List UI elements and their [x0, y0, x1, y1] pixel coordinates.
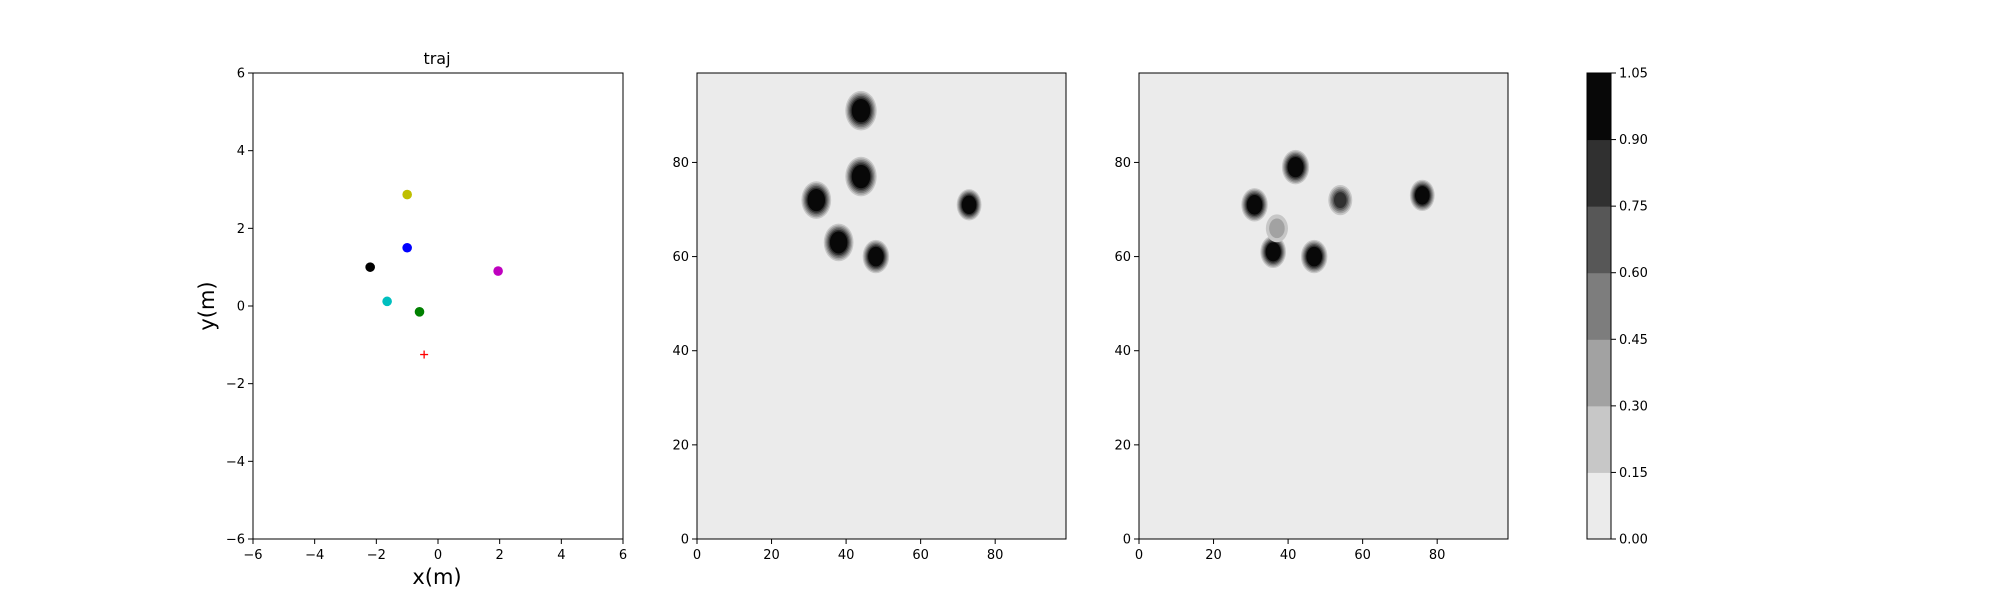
scatter-point [365, 262, 375, 272]
x-tick-label: 60 [912, 548, 929, 563]
x-tick-label: 40 [1280, 548, 1297, 563]
heatmap-blob-core [962, 196, 977, 214]
x-tick-label: 2 [496, 548, 504, 563]
colorbar-band [1587, 472, 1611, 540]
colorbar-frame [1586, 72, 1612, 540]
colorbar-tick-label: 0.45 [1619, 333, 1648, 348]
heatmap-blob-core [1247, 195, 1262, 215]
heatmap-blob-core [1415, 186, 1430, 205]
x-axis-label: x(m) [412, 565, 461, 589]
colorbar-tick-label: 0.30 [1619, 399, 1648, 414]
scatter-point [493, 266, 503, 276]
axis-ticks: −6 −4 −2 0 2 4 6 −6 −4 −2 0 2 4 6 [226, 67, 627, 564]
colorbar-tick-label: 0.75 [1619, 200, 1648, 215]
scatter-point [414, 307, 425, 317]
colorbar-band [1587, 73, 1611, 141]
heatmap-blob [1333, 192, 1347, 209]
x-tick-label: 80 [987, 548, 1004, 563]
y-tick-label: 0 [681, 533, 689, 548]
colorbar-bands [1587, 73, 1611, 540]
heatmap-blobs [1241, 149, 1435, 274]
heatmap-blob-core [1266, 242, 1281, 261]
y-tick-label: 4 [237, 144, 245, 159]
x-tick-label: 0 [434, 548, 442, 563]
scatter-points [365, 189, 503, 359]
y-axis-label: y(m) [195, 281, 219, 330]
colorbar-band [1587, 139, 1611, 207]
y-tick-label: 20 [672, 438, 689, 453]
x-tick-label: 20 [763, 548, 780, 563]
x-tick-label: 4 [557, 548, 565, 563]
heatmap-blob-core [807, 189, 825, 211]
heatmap-background [1139, 73, 1508, 539]
y-tick-label: −6 [226, 533, 245, 548]
colorbar-band [1587, 339, 1611, 407]
heatmap-blob-core [830, 231, 847, 253]
y-tick-label: 40 [672, 344, 689, 359]
y-tick-label: 40 [1114, 344, 1131, 359]
scatter-point [402, 242, 412, 253]
y-tick-label: 80 [672, 156, 689, 171]
scatter-point [402, 189, 412, 200]
colorbar: 0.00 0.15 0.30 0.45 0.60 0.75 0.90 1.05 [1586, 67, 1648, 548]
y-tick-label: 20 [1114, 438, 1131, 453]
x-tick-label: 6 [619, 548, 627, 563]
y-tick-label: −2 [226, 377, 245, 392]
heatmap-blob-core [1287, 157, 1304, 177]
heatmap-blobs [801, 90, 982, 274]
trajectory-plot: traj −6 −4 −2 0 2 4 6 −6 −4 −2 0 2 4 6 x(m) y(m) [195, 49, 627, 589]
y-tick-label: 60 [672, 250, 689, 265]
axis-ticks: 0 20 40 60 80 0 20 40 60 80 [672, 156, 1003, 563]
y-tick-label: 60 [1114, 250, 1131, 265]
colorbar-tick-label: 0.90 [1619, 133, 1648, 148]
y-tick-label: 0 [1123, 533, 1131, 548]
x-tick-label: 60 [1354, 548, 1371, 563]
axis-ticks: 0 20 40 60 80 0 20 40 60 80 [1114, 156, 1445, 563]
plot-frame [696, 72, 1067, 540]
colorbar-tick-label: 0.00 [1619, 533, 1648, 548]
y-tick-label: 2 [237, 222, 245, 237]
x-tick-label: −4 [305, 548, 324, 563]
x-tick-label: −6 [243, 548, 262, 563]
x-tick-label: 80 [1429, 548, 1446, 563]
x-tick-label: −2 [367, 548, 386, 563]
heatmap-plot-1: 0 20 40 60 80 0 20 40 60 80 [672, 72, 1067, 563]
colorbar-band [1587, 272, 1611, 340]
heatmap-background [697, 73, 1066, 539]
y-tick-label: 0 [237, 300, 245, 315]
colorbar-band [1587, 405, 1611, 473]
x-tick-label: 0 [693, 548, 701, 563]
heatmap-blob-core [868, 247, 884, 266]
plot-frame [252, 72, 624, 540]
heatmap-blob-core [852, 99, 870, 122]
x-tick-label: 20 [1205, 548, 1222, 563]
x-tick-label: 0 [1135, 548, 1143, 563]
colorbar-band [1587, 206, 1611, 274]
colorbar-tick-label: 0.15 [1619, 466, 1648, 481]
colorbar-tick-label: 1.05 [1619, 67, 1648, 82]
heatmap-blob-core [1306, 247, 1322, 266]
plot-frame [1138, 72, 1509, 540]
x-tick-label: 40 [838, 548, 855, 563]
y-tick-label: 80 [1114, 156, 1131, 171]
colorbar-tick-label: 0.60 [1619, 266, 1648, 281]
scatter-point [382, 296, 392, 307]
heatmap-blob [1269, 218, 1285, 239]
heatmap-plot-2: 0 20 40 60 80 0 20 40 60 80 [1114, 72, 1509, 563]
y-tick-label: 6 [237, 67, 245, 82]
colorbar-ticks: 0.00 0.15 0.30 0.45 0.60 0.75 0.90 1.05 [1611, 67, 1648, 548]
chart-title: traj [423, 49, 450, 68]
heatmap-blob-core [852, 165, 870, 188]
y-tick-label: −4 [226, 455, 245, 470]
